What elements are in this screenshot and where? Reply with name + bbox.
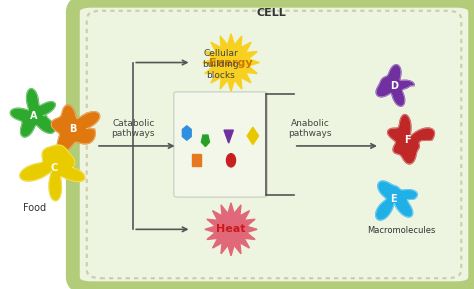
Text: D: D [390,81,398,90]
Text: Food: Food [23,203,46,213]
Text: C: C [51,162,58,173]
Polygon shape [191,154,201,166]
Polygon shape [205,203,257,256]
Text: Energy: Energy [209,58,253,68]
Text: CELL: CELL [256,8,286,18]
Text: Cellular
building
blocks: Cellular building blocks [202,49,239,80]
Polygon shape [388,115,435,164]
Text: Catabolic
pathways: Catabolic pathways [111,119,155,138]
Polygon shape [201,135,210,147]
Text: A: A [30,111,38,121]
Text: Heat: Heat [216,224,246,234]
Polygon shape [20,145,85,201]
Polygon shape [376,181,417,220]
FancyBboxPatch shape [174,92,267,197]
Text: B: B [69,124,76,134]
Text: Anabolic
pathways: Anabolic pathways [288,119,332,138]
Ellipse shape [227,154,236,167]
FancyBboxPatch shape [73,1,474,288]
Text: E: E [391,194,397,204]
Text: F: F [404,135,411,145]
Polygon shape [376,65,414,106]
Polygon shape [51,105,100,152]
Polygon shape [202,34,259,91]
Polygon shape [247,127,258,144]
Polygon shape [10,89,55,137]
Polygon shape [182,126,191,140]
Polygon shape [224,130,233,143]
Text: Macromolecules: Macromolecules [367,226,436,235]
